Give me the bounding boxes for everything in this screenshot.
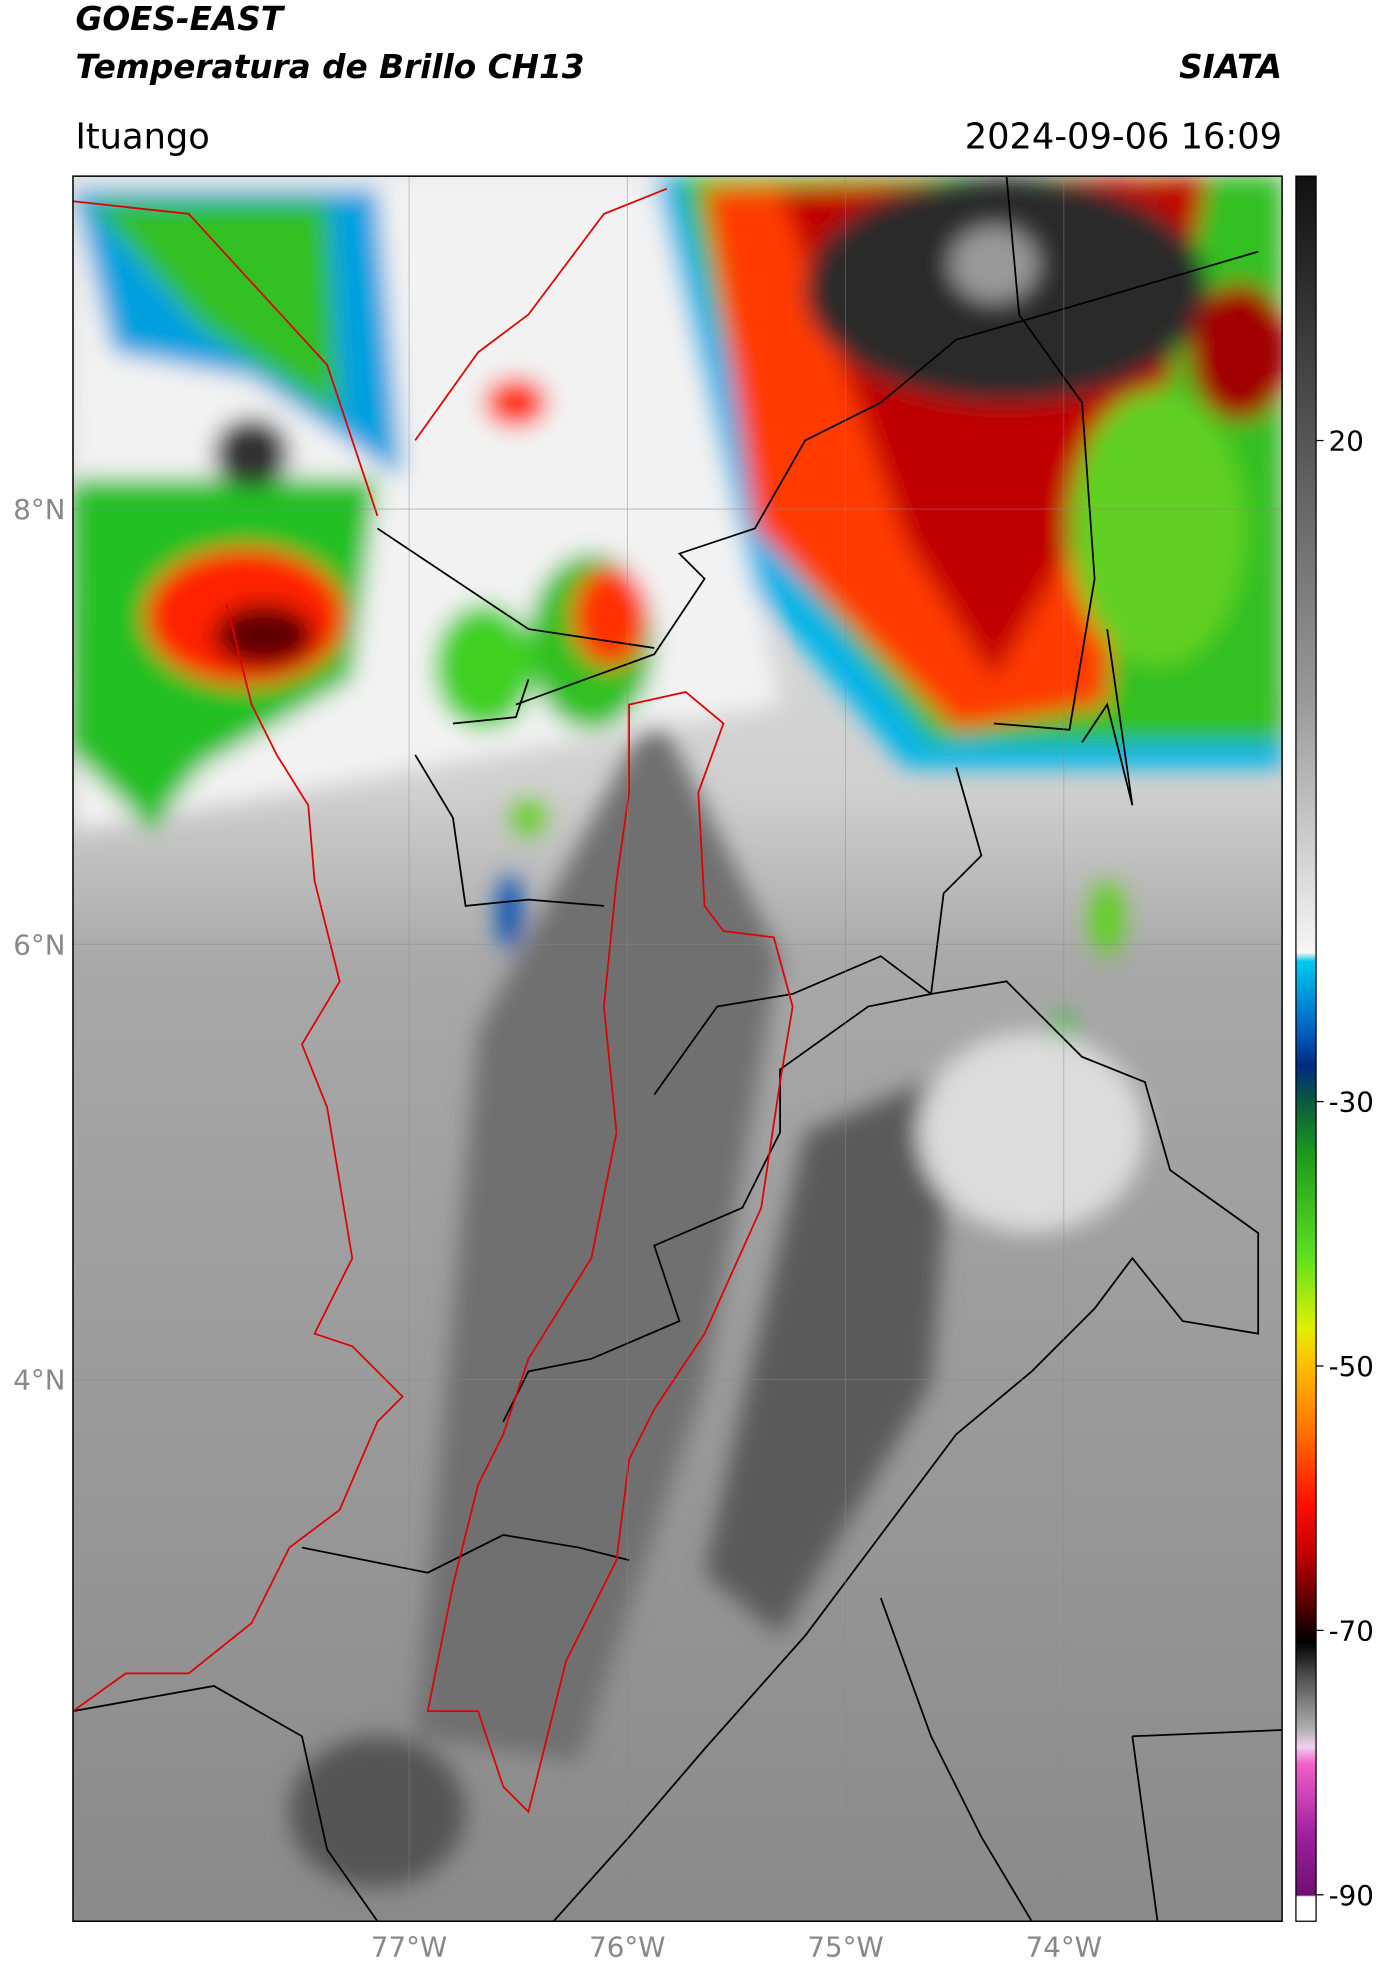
lat-tick-label: 8°N <box>13 493 65 526</box>
lon-tick-label: 75°W <box>807 1930 883 1963</box>
satellite-image <box>72 176 1283 1922</box>
lon-tick-label: 76°W <box>589 1930 665 1963</box>
colorbar-tick-label: -50 <box>1329 1350 1374 1383</box>
lon-tick-label: 74°W <box>1026 1930 1102 1963</box>
colorbar-tick-label: 20 <box>1329 425 1364 458</box>
lon-tick-label: 77°W <box>371 1930 447 1963</box>
graticule <box>72 176 1283 1922</box>
colorbar-tick-label: -70 <box>1329 1614 1374 1647</box>
location: Ituango <box>75 116 209 157</box>
subtitle: Temperatura de Brillo CH13 <box>75 48 584 86</box>
title: GOES-EAST <box>75 0 285 38</box>
map-frame <box>72 175 1283 1922</box>
lat-tick-label: 4°N <box>13 1363 65 1396</box>
colorbar <box>1295 175 1317 1922</box>
source: SIATA <box>1179 48 1282 86</box>
colorbar-tick-label: -90 <box>1329 1879 1374 1912</box>
datetime: 2024-09-06 16:09 <box>965 116 1282 157</box>
lat-tick-label: 6°N <box>13 928 65 961</box>
colorbar-tick-label: -30 <box>1329 1086 1374 1119</box>
